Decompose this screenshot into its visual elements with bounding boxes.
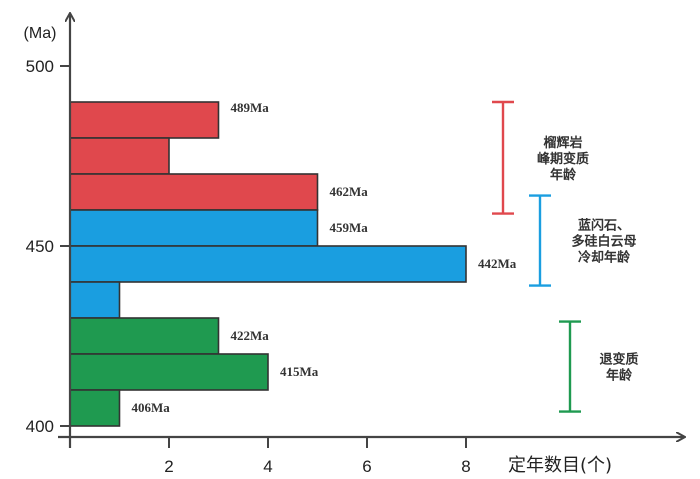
- x-tick-label-4: 4: [263, 457, 272, 476]
- data-label-489ma: 489Ma: [231, 100, 270, 115]
- range-bracket-peak: [492, 100, 514, 215]
- bar-460-470: [69, 173, 319, 211]
- annotation-text-blueschist: 蓝闪石、: [578, 218, 630, 234]
- annotation-text-blueschist: 多硅白云母: [571, 234, 636, 250]
- annotation-text-peak: 年龄: [550, 167, 577, 183]
- bar-480-490: [69, 101, 220, 139]
- x-tick-label-6: 6: [362, 457, 371, 476]
- labels-layer: 489Ma 462Ma 459Ma 442Ma 422Ma 415Ma 406Ma: [132, 100, 517, 415]
- x-axis-title: 定年数目(个): [508, 455, 612, 476]
- bars-layer: [69, 101, 467, 427]
- bar-410-420: [69, 353, 269, 391]
- y-tick-label-400: 400: [26, 417, 54, 436]
- axes-layer: 400 450 500 (Ma) 2 4 6 8 定年数目(个): [24, 14, 684, 476]
- bar-470-480: [69, 137, 170, 175]
- range-bracket-retro: [559, 320, 581, 413]
- annotation-text-retro: 退变质: [599, 352, 638, 368]
- bar-420-430: [69, 317, 220, 355]
- data-label-422ma: 422Ma: [231, 328, 270, 343]
- data-label-462ma: 462Ma: [330, 184, 369, 199]
- annotation-text-retro: 年龄: [606, 368, 633, 384]
- bar-430-440: [69, 281, 121, 319]
- data-label-406ma: 406Ma: [132, 400, 171, 415]
- annotation-text-blueschist: 冷却年龄: [578, 250, 631, 266]
- y-tick-label-450: 450: [26, 237, 54, 256]
- x-tick-label-2: 2: [164, 457, 173, 476]
- bar-440-450: [69, 245, 467, 283]
- annotation-text-peak: 峰期变质: [537, 151, 589, 167]
- range-bracket-blueschist: [529, 194, 551, 287]
- y-tick-label-500: 500: [26, 57, 54, 76]
- x-tick-label-8: 8: [461, 457, 470, 476]
- annotation-text-peak: 榴辉岩: [543, 135, 582, 151]
- bar-400-410: [69, 389, 121, 427]
- data-label-459ma: 459Ma: [330, 220, 369, 235]
- y-axis-title: (Ma): [24, 25, 57, 42]
- bar-450-460: [69, 209, 319, 247]
- data-label-415ma: 415Ma: [280, 364, 319, 379]
- data-label-442ma: 442Ma: [478, 256, 517, 271]
